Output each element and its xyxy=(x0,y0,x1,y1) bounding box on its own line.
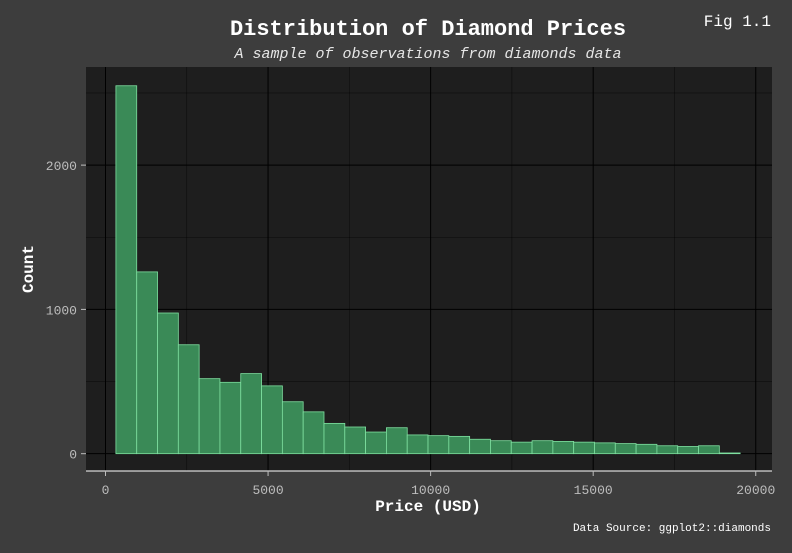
histogram-bar xyxy=(365,431,387,455)
histogram-bar xyxy=(386,427,408,455)
x-axis-label: Price (USD) xyxy=(375,498,481,516)
histogram-bar xyxy=(573,441,595,455)
histogram-bar xyxy=(552,441,575,455)
y-axis-label: Count xyxy=(20,245,38,293)
y-tick-label: 2000 xyxy=(46,159,77,174)
histogram-bar xyxy=(614,443,637,455)
histogram-bar xyxy=(490,440,512,455)
histogram-bar xyxy=(427,435,450,455)
x-axis-ticks: 0 5000 10000 15000 20000 xyxy=(102,471,775,498)
x-tick-label: 10000 xyxy=(411,483,450,498)
histogram-bar xyxy=(281,401,304,455)
histogram-bar xyxy=(198,378,221,455)
histogram-bar xyxy=(469,438,491,455)
histogram-bars xyxy=(115,85,741,455)
histogram-bar xyxy=(344,426,367,455)
histogram-bar xyxy=(635,443,658,455)
histogram-bar xyxy=(115,85,138,455)
y-tick-label: 1000 xyxy=(46,303,77,318)
histogram-bar xyxy=(406,434,429,455)
histogram-bar xyxy=(177,344,200,455)
chart-subtitle: A sample of observations from diamonds d… xyxy=(233,46,621,63)
y-axis-ticks: 0 1000 2000 xyxy=(46,159,86,463)
histogram-bar xyxy=(698,445,720,455)
histogram-bar xyxy=(157,312,179,455)
histogram-bar xyxy=(656,445,679,455)
histogram-bar xyxy=(261,385,283,455)
x-tick-label: 5000 xyxy=(252,483,283,498)
data-source-caption: Data Source: ggplot2::diamonds xyxy=(573,523,771,535)
histogram-bar xyxy=(594,442,616,455)
y-tick-label: 0 xyxy=(69,448,77,463)
histogram-bar xyxy=(219,381,242,455)
histogram-bar xyxy=(718,452,741,455)
figure-label: Fig 1.1 xyxy=(704,13,771,31)
histogram-bar xyxy=(323,422,346,455)
histogram-bar xyxy=(302,411,325,455)
histogram-bar xyxy=(510,441,533,455)
x-tick-label: 0 xyxy=(102,483,110,498)
x-tick-label: 20000 xyxy=(736,483,775,498)
histogram-bar xyxy=(531,440,554,455)
chart-title: Distribution of Diamond Prices xyxy=(230,17,626,42)
histogram-bar xyxy=(448,435,471,455)
histogram-bar xyxy=(136,271,158,455)
x-tick-label: 15000 xyxy=(574,483,613,498)
histogram-bar xyxy=(677,446,699,455)
histogram-bar xyxy=(240,373,262,455)
